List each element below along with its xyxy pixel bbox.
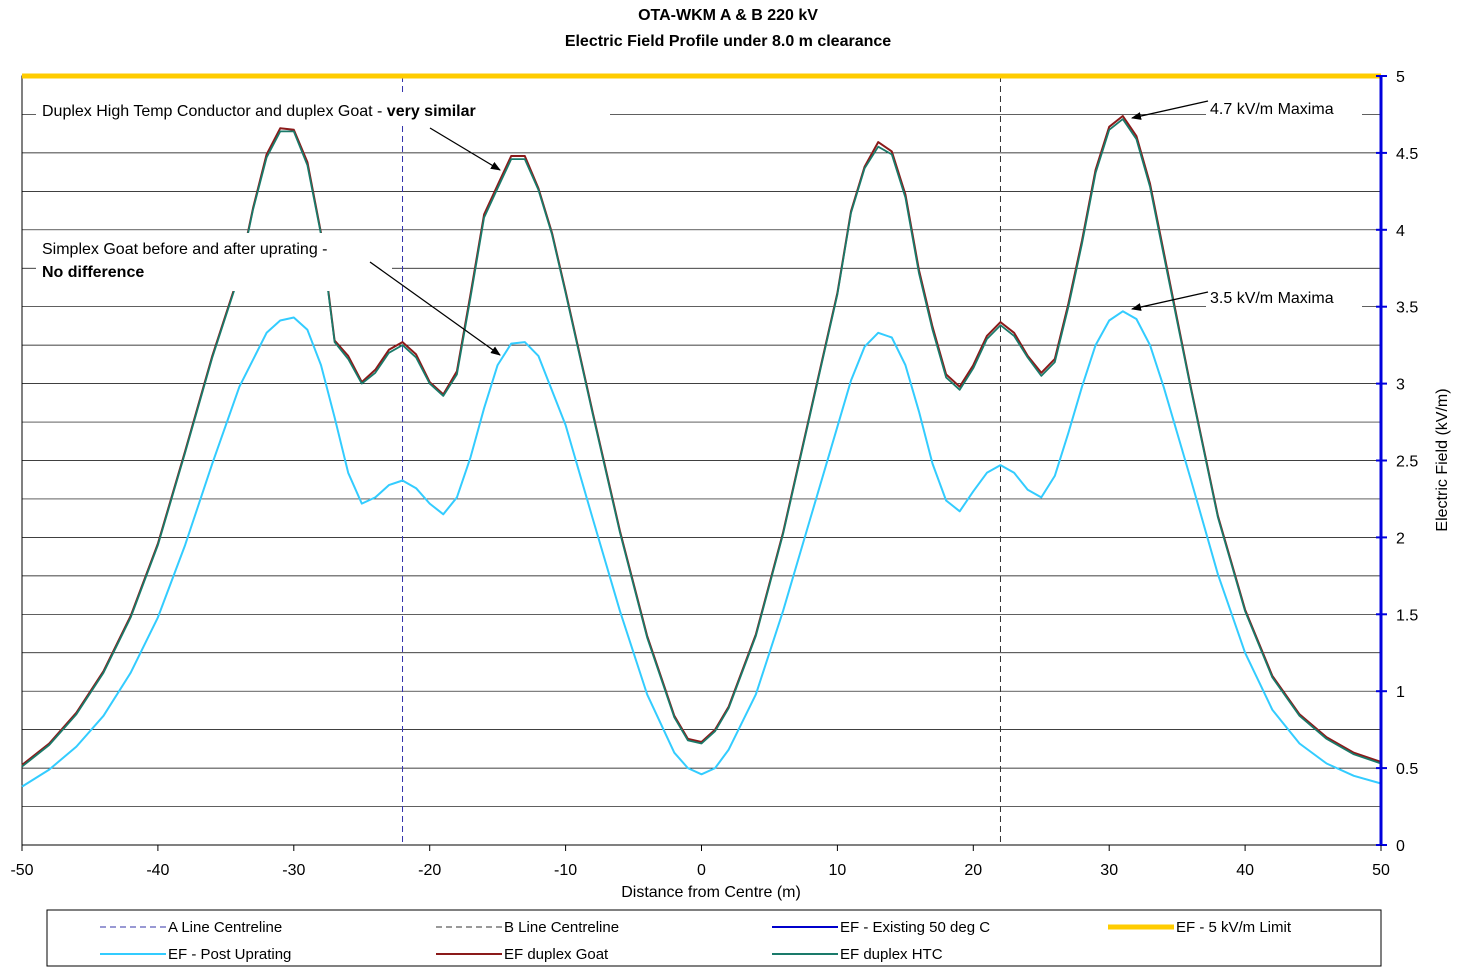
x-tick-label: 30 (1100, 862, 1118, 879)
legend-label-a-line: A Line Centreline (168, 919, 282, 936)
y-tick-label: 0.5 (1396, 761, 1418, 778)
annotation-4-arrow (1131, 291, 1209, 311)
y-tick-label: 5 (1396, 69, 1405, 86)
legend-item-a-line: A Line Centreline (100, 919, 282, 936)
legend: A Line Centreline B Line Centreline EF -… (46, 909, 1382, 967)
y-tick-label: 0 (1396, 838, 1405, 855)
y-tick-label: 2 (1396, 530, 1405, 547)
chart-subtitle: Electric Field Profile under 8.0 m clear… (565, 33, 891, 50)
gridlines (22, 114, 1381, 807)
annotation-1-arrow (429, 127, 501, 171)
legend-label-limit: EF - 5 kV/m Limit (1176, 919, 1292, 936)
annotation-1-text: Duplex High Temp Conductor and duplex Go… (42, 103, 387, 120)
x-tick-label: -50 (10, 862, 33, 879)
y-tick-label: 3 (1396, 377, 1405, 394)
y-tick-label: 1.5 (1396, 607, 1418, 624)
legend-item-goat: EF duplex Goat (436, 946, 609, 963)
x-tick-label: 10 (829, 862, 847, 879)
series-line-6 (21, 118, 1382, 768)
annotation-max-47: 4.7 kV/m Maxima (1210, 101, 1334, 118)
series-lines (21, 73, 1382, 788)
legend-label-post: EF - Post Uprating (168, 946, 291, 963)
legend-item-existing: EF - Existing 50 deg C (772, 919, 990, 936)
x-tick-label: -20 (418, 862, 441, 879)
annotation-1-background (36, 96, 610, 126)
annotation-2-arrow (369, 261, 501, 356)
annotation-1-bold: very similar (387, 103, 476, 120)
annotation-3-arrow (1131, 100, 1209, 120)
x-tick-label: 40 (1236, 862, 1254, 879)
centreline-markers (402, 76, 1001, 845)
series-line-4 (21, 310, 1382, 788)
legend-box (46, 909, 1382, 967)
y-axis: 0 0.5 1 1.5 2 2.5 3 3.5 4 4.5 5 (1376, 69, 1418, 855)
annotation-2-background (36, 233, 392, 291)
x-tick-label: 20 (964, 862, 982, 879)
legend-item-htc: EF duplex HTC (772, 946, 943, 963)
annotation-max-35: 3.5 kV/m Maxima (1210, 290, 1334, 307)
x-axis: -50 -40 -30 -20 -10 0 10 20 30 40 50 (10, 845, 1390, 879)
annotation-duplex-similar: Duplex High Temp Conductor and duplex Go… (42, 103, 476, 120)
annotation-simplex-nodiff-bold: No difference (42, 264, 144, 281)
legend-label-existing: EF - Existing 50 deg C (840, 919, 990, 936)
legend-label-goat: EF duplex Goat (504, 946, 609, 963)
legend-item-b-line: B Line Centreline (436, 919, 619, 936)
chart-title: OTA-WKM A & B 220 kV (638, 7, 818, 24)
legend-label-b-line: B Line Centreline (504, 919, 619, 936)
y-tick-label: 1 (1396, 684, 1405, 701)
legend-item-post: EF - Post Uprating (100, 946, 291, 963)
series-line-5 (21, 115, 1382, 766)
legend-label-htc: EF duplex HTC (840, 946, 943, 963)
y-axis-label: Electric Field (kV/m) (1434, 388, 1451, 531)
annotation-3-background (1206, 97, 1362, 121)
x-tick-label: -40 (146, 862, 169, 879)
x-tick-label: 0 (697, 862, 706, 879)
y-tick-label: 4 (1396, 223, 1405, 240)
legend-item-limit: EF - 5 kV/m Limit (1108, 919, 1292, 936)
annotation-simplex-nodiff: Simplex Goat before and after uprating - (42, 241, 328, 258)
y-tick-label: 4.5 (1396, 146, 1418, 163)
x-tick-label: -30 (282, 862, 305, 879)
x-axis-label: Distance from Centre (m) (621, 884, 801, 901)
x-tick-label: -10 (554, 862, 577, 879)
x-tick-label: 50 (1372, 862, 1390, 879)
annotations: Duplex High Temp Conductor and duplex Go… (36, 96, 1362, 356)
annotation-4-background (1206, 286, 1362, 310)
y-tick-label: 2.5 (1396, 454, 1418, 471)
y-tick-label: 3.5 (1396, 300, 1418, 317)
